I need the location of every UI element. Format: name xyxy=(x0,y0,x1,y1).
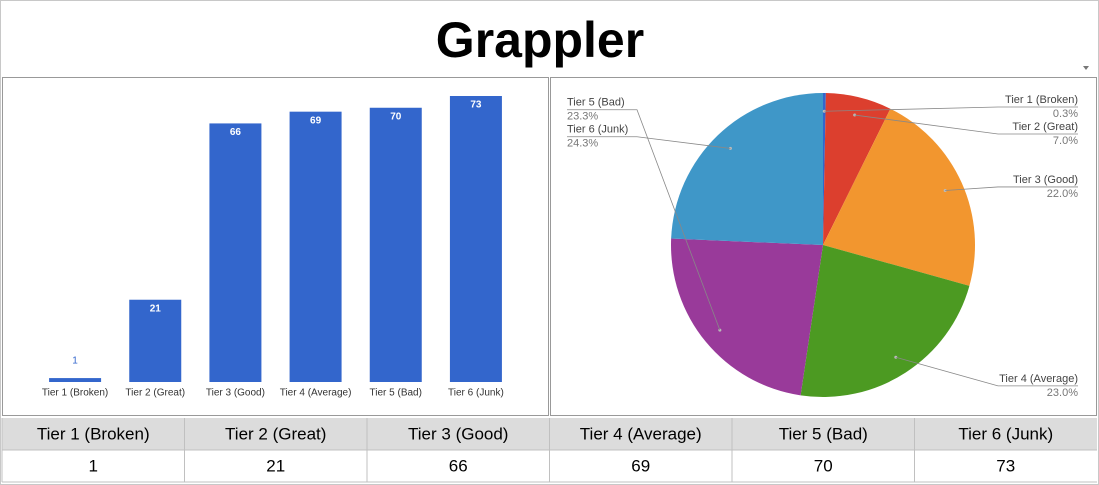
pie-slice xyxy=(671,93,823,245)
table-cell: 1 xyxy=(89,456,98,475)
leader-line xyxy=(945,186,1078,191)
table-cell: 73 xyxy=(996,456,1015,475)
value-label: 69 xyxy=(310,115,322,126)
header-cell: Tier 3 (Good) xyxy=(408,424,508,443)
x-tick-label: Tier 2 (Great) xyxy=(125,388,185,399)
pie-slice xyxy=(823,108,976,286)
pie-slice xyxy=(800,245,970,397)
bar xyxy=(129,299,182,382)
slice-percent: 23.0% xyxy=(1047,387,1078,399)
x-tick-label: Tier 6 (Junk) xyxy=(448,388,504,399)
table-cell: 21 xyxy=(266,456,285,475)
x-tick-label: Tier 4 (Average) xyxy=(280,388,352,399)
slice-name: Tier 4 (Average) xyxy=(999,373,1078,385)
leader-line xyxy=(824,106,1078,112)
table-cell: 70 xyxy=(814,456,833,475)
value-label: 1 xyxy=(72,356,78,367)
table: Tier 1 (Broken) 1 Tier 2 (Great) 21 Tier 3 (… xyxy=(1,418,1097,483)
pie-slice xyxy=(670,238,823,396)
header-cell: Tier 5 (Bad) xyxy=(779,424,868,443)
value-label: 66 xyxy=(230,127,242,138)
table-cell: 66 xyxy=(449,456,468,475)
bar-chart: 1 Tier 1 (Broken) 21 Tier 2 (Great) 66 Tier 3… xyxy=(42,96,504,399)
bar xyxy=(209,123,262,383)
slice-name: Tier 3 (Good) xyxy=(1013,174,1078,186)
pie-chart: Tier 1 (Broken) 0.3%Tier 2 (Great) 7.0% Tie… xyxy=(567,93,1078,399)
header-cell: Tier 6 (Junk) xyxy=(958,424,1053,443)
leader-line xyxy=(567,136,731,149)
slice-name: Tier 6 (Junk) xyxy=(567,124,628,136)
slice-percent: 23.3% xyxy=(567,111,598,123)
x-tick-label: Tier 3 (Good) xyxy=(206,388,265,399)
header-cell: Tier 4 (Average) xyxy=(580,424,702,443)
slice-percent: 7.0% xyxy=(1053,135,1078,147)
value-label: 70 xyxy=(390,111,402,122)
value-label: 21 xyxy=(150,303,162,314)
bar xyxy=(449,96,502,382)
slice-percent: 24.3% xyxy=(567,138,598,150)
bar xyxy=(49,378,102,382)
slice-name: Tier 2 (Great) xyxy=(1012,121,1078,133)
header-cell: Tier 1 (Broken) xyxy=(37,424,150,443)
table-cell: 69 xyxy=(631,456,650,475)
value-label: 73 xyxy=(470,100,482,111)
leader-line xyxy=(854,114,1078,135)
pie-slice xyxy=(823,93,826,245)
leader-line xyxy=(895,356,1078,387)
dropdown-arrow[interactable] xyxy=(1083,66,1089,70)
bar xyxy=(369,107,422,383)
leader-line xyxy=(567,109,721,331)
header-cell: Tier 2 (Great) xyxy=(225,424,326,443)
bar xyxy=(289,111,342,382)
x-tick-label: Tier 1 (Broken) xyxy=(42,388,108,399)
slice-name: Tier 5 (Bad) xyxy=(567,97,625,109)
slice-name: Tier 1 (Broken) xyxy=(1005,94,1078,106)
x-tick-label: Tier 5 (Bad) xyxy=(370,388,422,399)
slice-percent: 22.0% xyxy=(1047,188,1078,200)
pie-slice xyxy=(823,93,891,245)
sheet-title: Grappler xyxy=(436,12,644,68)
slice-percent: 0.3% xyxy=(1053,108,1078,120)
